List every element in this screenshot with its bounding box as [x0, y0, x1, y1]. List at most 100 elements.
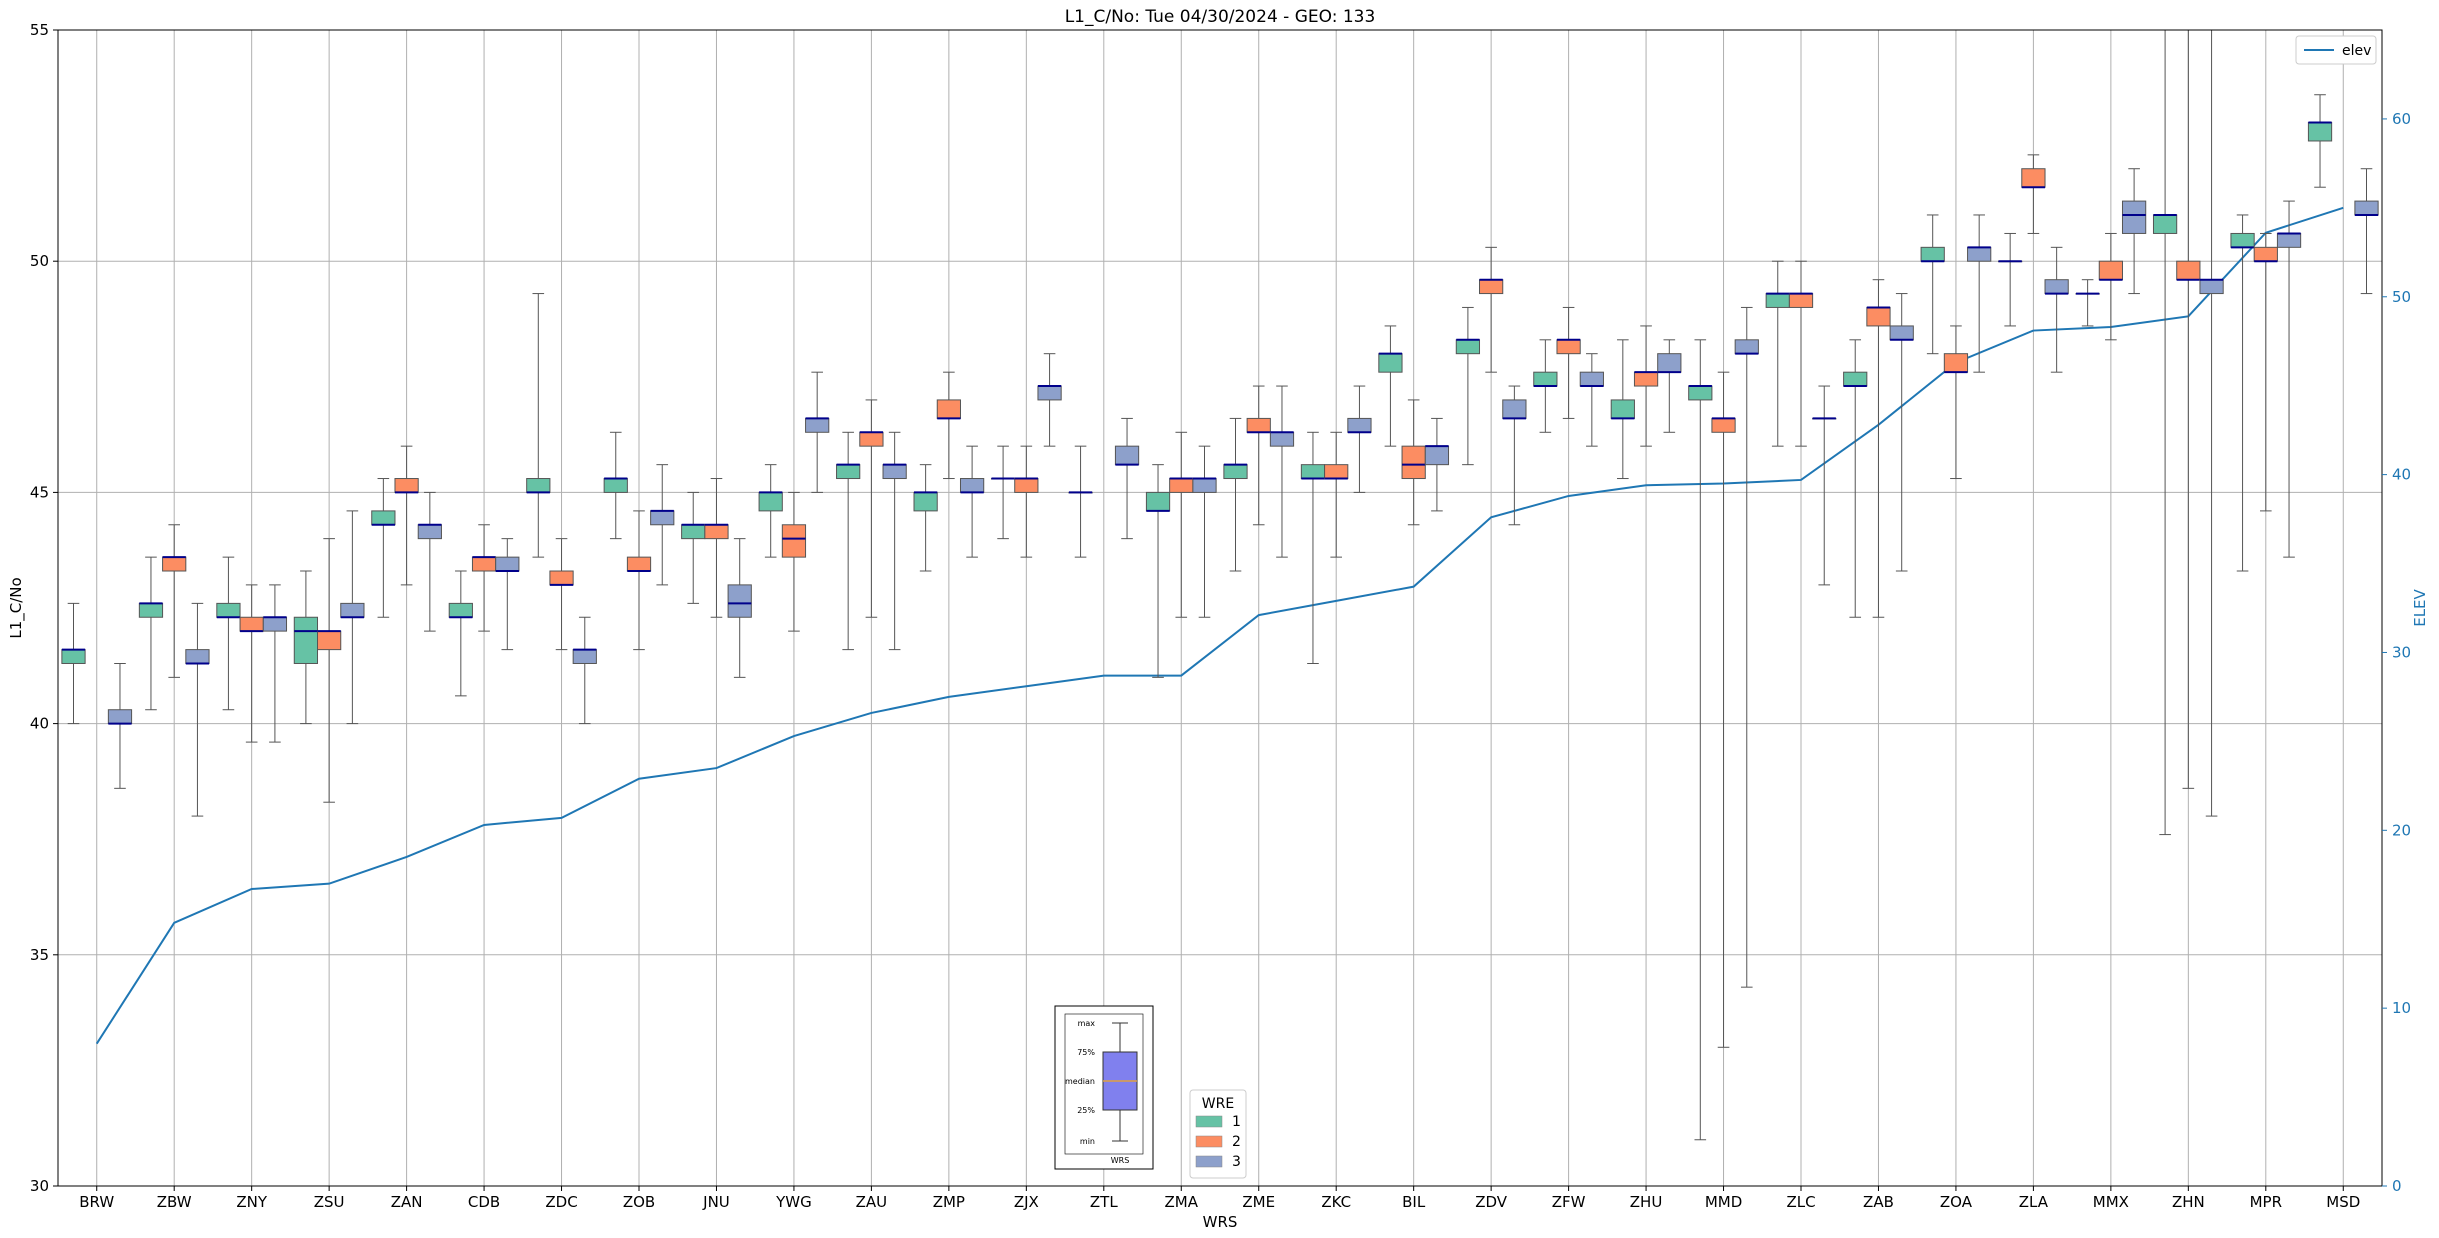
- box-iqr: [2152, 214, 2178, 234]
- box-iqr: [1711, 417, 1736, 433]
- x-tick-label: ZMA: [1165, 1193, 1199, 1211]
- box-wre-2: [317, 538, 342, 803]
- wre-legend-label: 3: [1232, 1154, 1241, 1170]
- box-wre-3: [959, 445, 985, 558]
- box-wre-2: [549, 538, 574, 651]
- box-iqr: [603, 478, 628, 493]
- x-tick-label: ZME: [1242, 1193, 1275, 1211]
- box-wre-2: [2098, 232, 2123, 341]
- box-iqr: [1843, 371, 1868, 387]
- elev-legend-frame: [2295, 35, 2377, 65]
- box-iqr: [549, 570, 574, 586]
- box-iqr: [1378, 353, 1403, 373]
- box-iqr: [1145, 491, 1171, 512]
- x-tick-label: ZBW: [157, 1193, 192, 1211]
- box-iqr: [1169, 478, 1194, 493]
- box-wre-2: [704, 478, 729, 618]
- box-wre-2: [394, 445, 419, 586]
- box-wre-1: [836, 431, 861, 651]
- box-iqr: [1347, 417, 1372, 433]
- x-tick-label: ZOA: [1940, 1193, 1973, 1211]
- box-iqr: [1114, 445, 1140, 466]
- inset-label: max: [1078, 1019, 1096, 1028]
- y2-tick-label: 10: [2392, 999, 2411, 1017]
- box-iqr: [758, 491, 783, 512]
- box-wre-2: [1943, 325, 1969, 480]
- box-iqr: [1479, 279, 1504, 295]
- box-wre-3: [2121, 168, 2147, 295]
- box-iqr: [1734, 339, 1759, 355]
- box-iqr: [2021, 168, 2046, 188]
- x-tick-label: ZOB: [623, 1193, 655, 1211]
- box-iqr: [1401, 445, 1426, 480]
- box-iqr: [936, 399, 961, 419]
- box-wre-1: [526, 293, 551, 558]
- x-tick-label: ZNY: [236, 1193, 267, 1211]
- box-iqr: [107, 709, 133, 725]
- y2-tick-label: 60: [2392, 110, 2411, 128]
- x-tick-label: ZLC: [1786, 1193, 1815, 1211]
- axes: BRW ZBW ZNY ZSU ZAN CDB ZDC ZOB JNU YWG ZAU ZMP ZJX Z…: [30, 21, 2411, 1211]
- x-tick-label: MMD: [1705, 1193, 1742, 1211]
- box-wre-1: [61, 602, 86, 725]
- box-wre-1: [2075, 279, 2100, 327]
- box-iqr: [2230, 232, 2255, 248]
- box-wre-3: [1734, 306, 1759, 988]
- box-wre-3: [1347, 385, 1372, 493]
- box-wre-3: [262, 584, 288, 743]
- x-tick-label: JNU: [702, 1193, 730, 1211]
- box-iqr: [836, 464, 861, 480]
- box-wre-2: [1401, 399, 1426, 526]
- box-wre-3: [495, 538, 520, 651]
- y-tick-label: 30: [30, 1177, 49, 1195]
- box-iqr: [1610, 399, 1635, 419]
- box-iqr: [1246, 417, 1271, 433]
- elev-legend-label: elev: [2342, 43, 2371, 59]
- box-wre-3: [2044, 246, 2069, 373]
- box-iqr: [1967, 246, 1992, 262]
- y2-axis-label: ELEV: [2411, 588, 2429, 626]
- box-iqr: [185, 649, 210, 664]
- box-iqr: [216, 602, 241, 618]
- box-wre-1: [1610, 339, 1635, 480]
- box-wre-2: [239, 584, 264, 743]
- box-wre-3: [1192, 445, 1217, 618]
- box-iqr: [650, 510, 675, 526]
- box-wre-3: [1424, 417, 1450, 512]
- box-wre-1: [1145, 464, 1171, 678]
- box-iqr: [1657, 353, 1682, 373]
- x-tick-label: ZDV: [1475, 1193, 1508, 1211]
- box-wre-1: [603, 431, 628, 540]
- inset-label: 75%: [1077, 1048, 1095, 1057]
- box-wre-3: [1037, 353, 1062, 447]
- x-tick-label: ZAB: [1863, 1193, 1894, 1211]
- x-tick-label: ZKC: [1321, 1193, 1351, 1211]
- y-axis-label: L1_C/No: [7, 577, 26, 638]
- box-iqr: [317, 630, 342, 651]
- box-iqr: [1324, 464, 1349, 480]
- box-iqr: [162, 556, 187, 572]
- box-wre-1: [758, 464, 783, 558]
- box-wre-3: [1579, 353, 1604, 447]
- box-wre-1: [913, 464, 938, 572]
- box-iqr: [1269, 431, 1295, 447]
- plot-frame: [57, 29, 2383, 1187]
- box-iqr: [340, 602, 365, 618]
- box-iqr: [859, 431, 884, 447]
- box-wre-2: [936, 371, 961, 480]
- box-layer: [61, 29, 2379, 1141]
- box-iqr: [2307, 121, 2333, 142]
- box-wre-2: [1479, 246, 1504, 373]
- box-wre-1: [1378, 325, 1403, 447]
- box-iqr: [371, 510, 396, 526]
- box-wre-3: [882, 431, 907, 651]
- x-tick-label: CDB: [468, 1193, 500, 1211]
- box-iqr: [1943, 353, 1969, 373]
- box-iqr: [2276, 232, 2302, 248]
- x-tick-label: MPR: [2250, 1193, 2282, 1211]
- box-wre-1: [1688, 339, 1713, 1141]
- y-tick-label: 50: [30, 252, 49, 270]
- x-tick-label: ZAU: [856, 1193, 888, 1211]
- box-wre-2: [1788, 260, 1814, 447]
- box-wre-3: [1269, 385, 1295, 558]
